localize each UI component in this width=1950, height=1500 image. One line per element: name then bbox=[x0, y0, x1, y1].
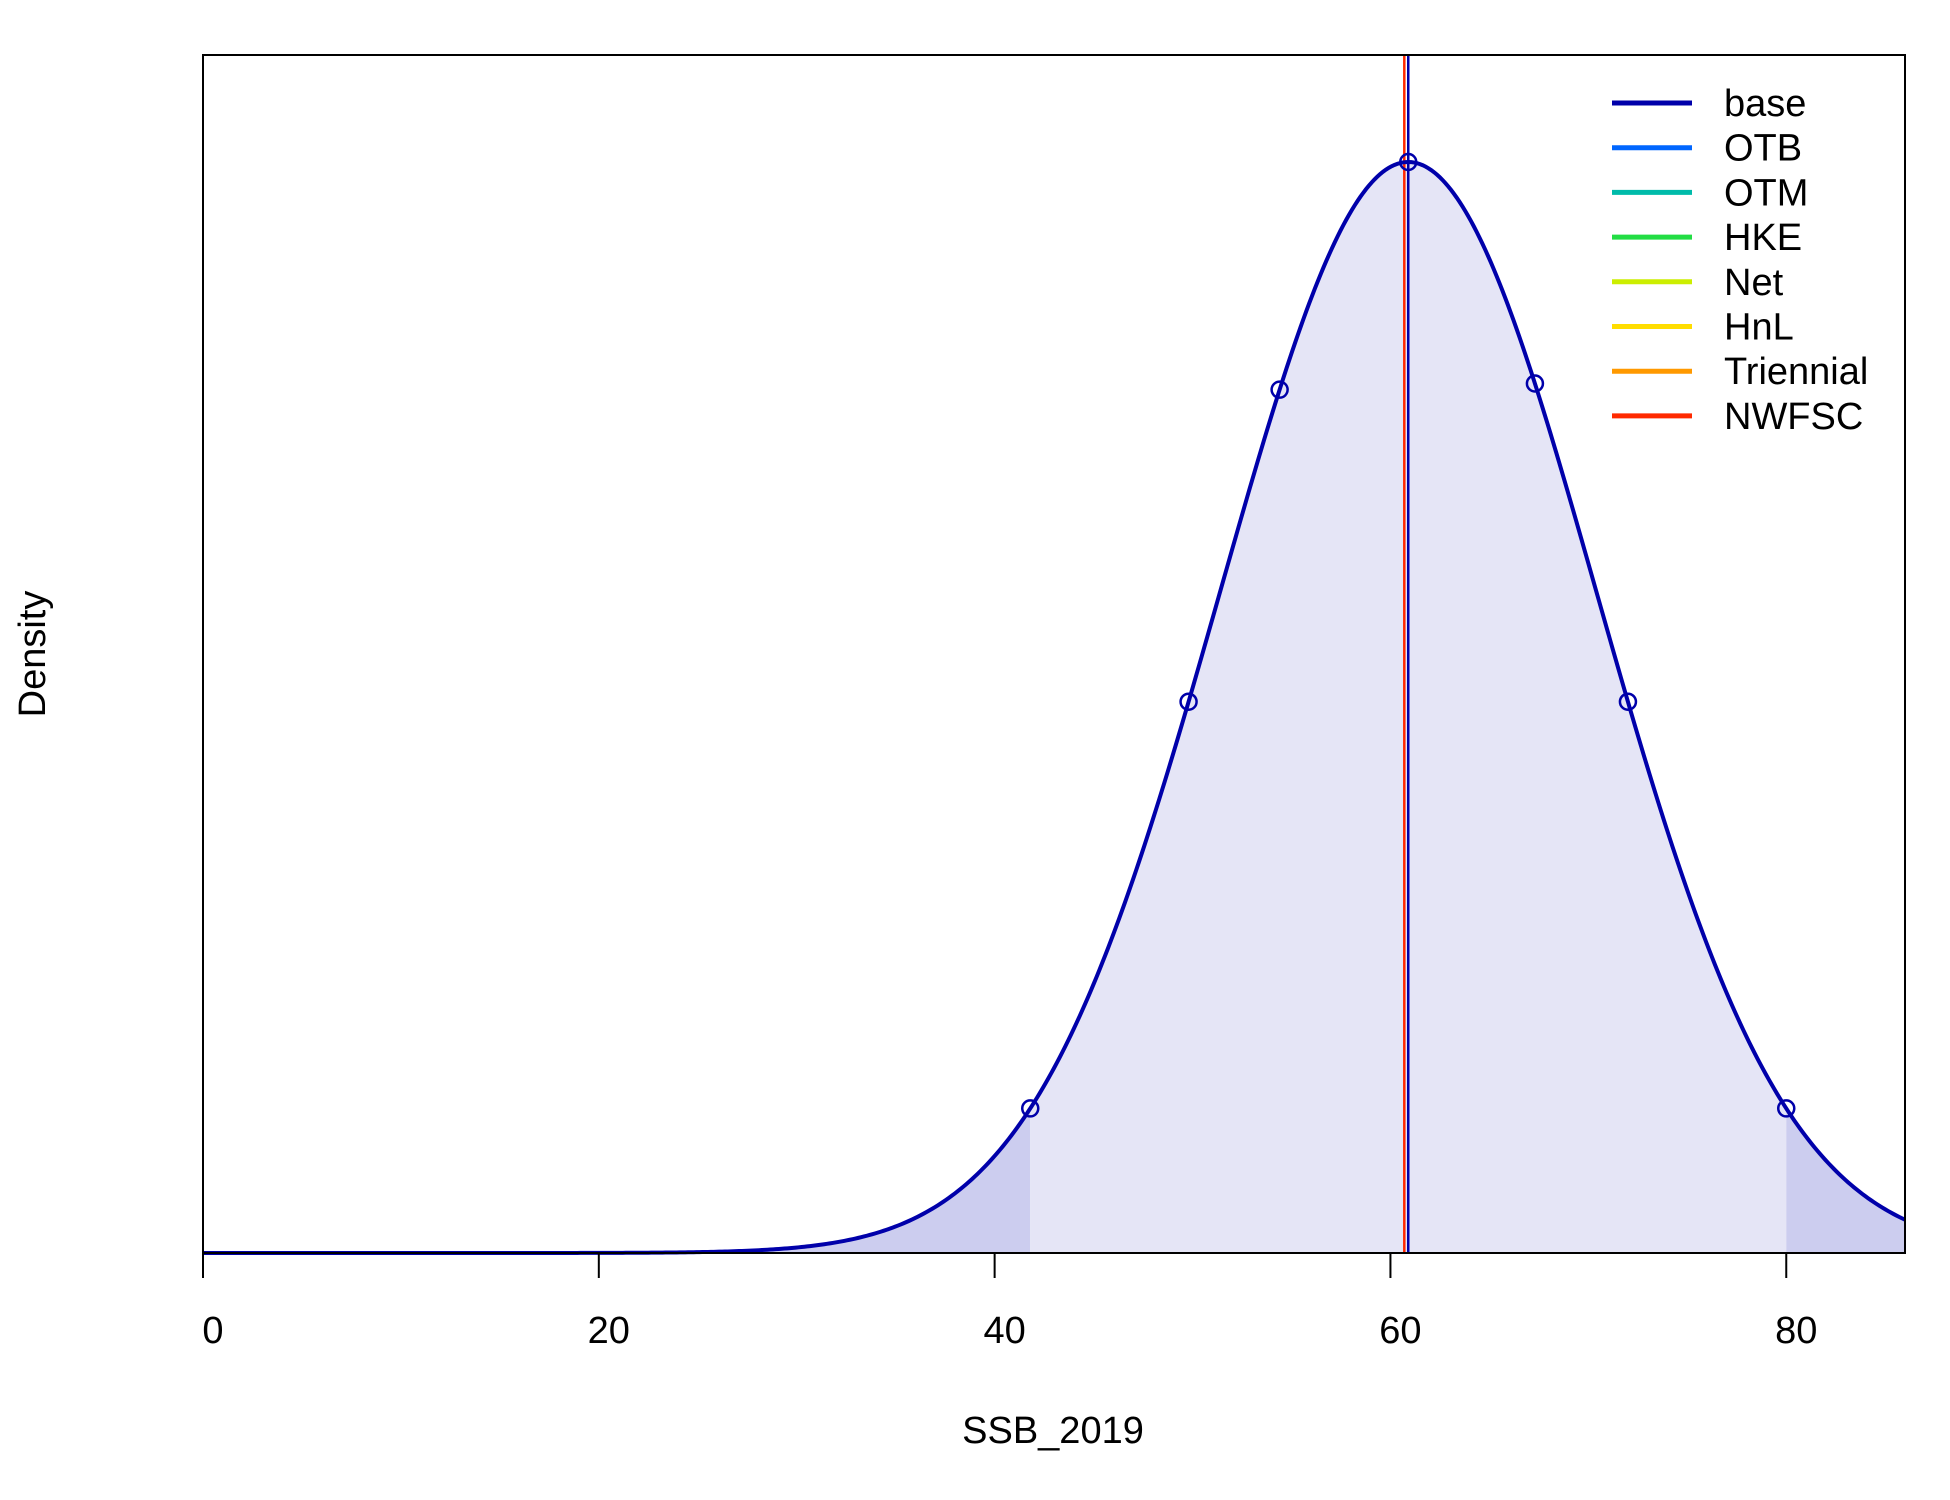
quantile-marker-1 bbox=[1179, 692, 1198, 711]
legend-label-otb: OTB bbox=[1724, 128, 1802, 170]
quantile-marker-6 bbox=[1777, 1099, 1796, 1118]
legend-label-hke: HKE bbox=[1724, 217, 1802, 259]
legend-label-base: base bbox=[1724, 83, 1806, 125]
density-fill-left-tail bbox=[203, 1108, 1031, 1253]
x-tick-label-80: 80 bbox=[1775, 1310, 1817, 1352]
legend-label-otm: OTM bbox=[1724, 172, 1808, 214]
legend-label-triennial: Triennial bbox=[1724, 351, 1868, 393]
x-axis: 0 20 40 60 80 bbox=[202, 1252, 1817, 1352]
x-tick-label-0: 0 bbox=[202, 1310, 223, 1352]
y-axis-label: Density bbox=[12, 591, 54, 718]
x-axis-label: SSB_2019 bbox=[962, 1410, 1144, 1452]
quantile-marker-0 bbox=[1021, 1099, 1040, 1118]
legend-label-net: Net bbox=[1724, 262, 1784, 304]
x-tick-label-40: 40 bbox=[983, 1310, 1025, 1352]
legend-label-nwfsc: NWFSC bbox=[1724, 396, 1863, 438]
legend-label-hnl: HnL bbox=[1724, 307, 1794, 349]
x-tick-label-20: 20 bbox=[588, 1310, 630, 1352]
quantile-marker-3 bbox=[1399, 152, 1418, 172]
vertical-lines-group bbox=[1403, 55, 1410, 1253]
x-tick-label-60: 60 bbox=[1379, 1310, 1421, 1352]
quantile-marker-5 bbox=[1618, 692, 1638, 711]
quantile-marker-2 bbox=[1270, 380, 1289, 399]
quantile-marker-4 bbox=[1525, 374, 1545, 393]
quantile-markers-group bbox=[1021, 152, 1796, 1118]
